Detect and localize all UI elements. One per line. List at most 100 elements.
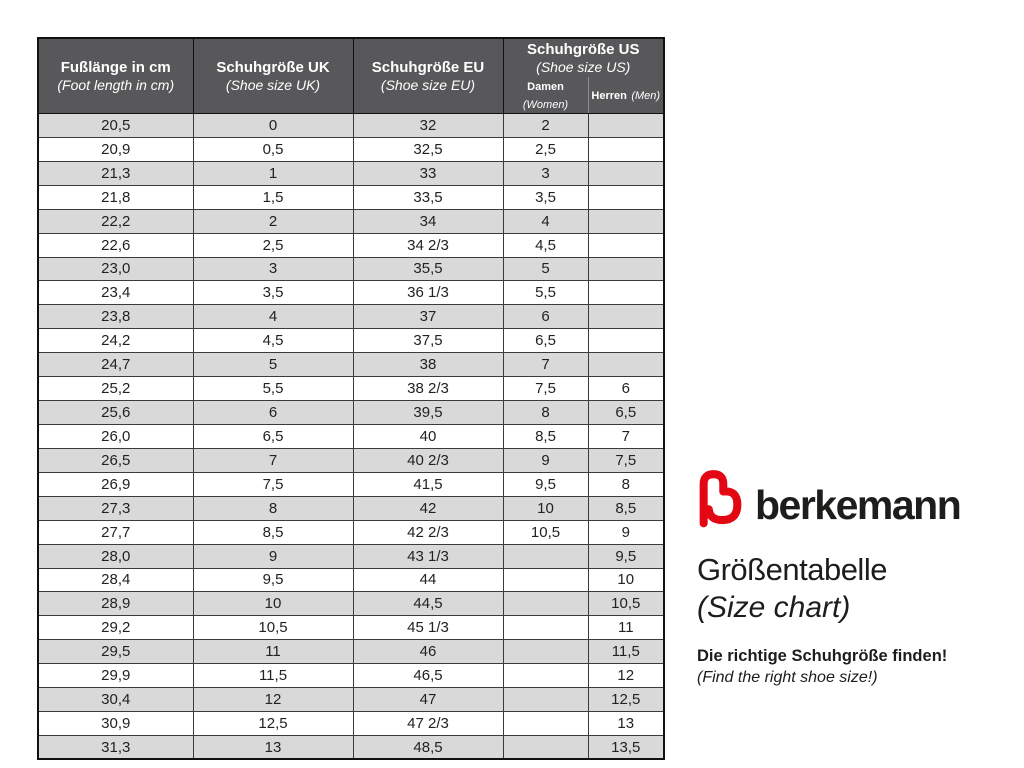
header-size-us-de: Schuhgröße US <box>527 41 640 59</box>
table-row: 22,6 2,5 34 2/3 4,5 <box>37 232 665 258</box>
cell-size-uk: 1 <box>192 160 354 186</box>
cell-size-eu: 42 <box>352 495 504 521</box>
cell-size-us-women: 7,5 <box>502 376 589 402</box>
table-row: 22,2 2 34 4 <box>37 208 665 234</box>
cell-size-eu: 32 <box>352 113 504 138</box>
size-chart-title-de: Größentabelle <box>697 552 887 587</box>
cell-foot-length: 29,9 <box>37 663 194 689</box>
cell-size-uk: 2,5 <box>192 232 354 258</box>
brand-wordmark: berkemann <box>755 482 962 528</box>
cell-size-eu: 37 <box>352 304 504 330</box>
cell-size-us-women: 4,5 <box>502 232 589 258</box>
table-row: 23,0 3 35,5 5 <box>37 256 665 282</box>
cell-size-uk: 2 <box>192 208 354 234</box>
cell-foot-length: 22,2 <box>37 208 194 234</box>
cell-size-us-men <box>587 232 665 258</box>
cell-size-uk: 5,5 <box>192 376 354 402</box>
table-row: 21,8 1,5 33,5 3,5 <box>37 184 665 210</box>
cell-size-eu: 34 <box>352 208 504 234</box>
cell-size-us-men: 9,5 <box>587 543 665 569</box>
cell-size-us-men <box>587 208 665 234</box>
cell-size-eu: 42 2/3 <box>352 519 504 545</box>
cell-size-us-women: 9,5 <box>502 471 589 497</box>
table-row: 28,9 10 44,5 10,5 <box>37 591 665 617</box>
cell-size-uk: 11,5 <box>192 663 354 689</box>
size-chart-title-en: (Size chart) <box>697 591 851 625</box>
table-row: 31,3 13 48,5 13,5 <box>37 734 665 760</box>
cell-size-us-women: 10 <box>502 495 589 521</box>
header-foot-length: Fußlänge in cm (Foot length in cm) <box>37 37 194 114</box>
header-foot-length-de: Fußlänge in cm <box>60 59 171 77</box>
cell-size-us-women <box>502 711 589 736</box>
cell-size-uk: 8,5 <box>192 519 354 545</box>
cell-size-uk: 1,5 <box>192 184 354 210</box>
cell-foot-length: 29,5 <box>37 639 194 665</box>
cell-size-us-women <box>502 567 589 593</box>
cell-size-eu: 47 <box>352 687 504 713</box>
header-foot-length-en: (Foot length in cm) <box>57 76 175 93</box>
cell-size-us-women: 3,5 <box>502 184 589 210</box>
brand-block: berkemann Größentabelle (Size chart) Die… <box>697 470 1007 687</box>
table-row: 23,8 4 37 6 <box>37 304 665 330</box>
table-row: 21,3 1 33 3 <box>37 160 665 186</box>
cell-size-us-women: 8 <box>502 400 589 425</box>
cell-size-eu: 41,5 <box>352 471 504 497</box>
cell-size-us-women <box>502 615 589 641</box>
cell-size-us-women: 2 <box>502 113 589 138</box>
cell-size-us-men: 8,5 <box>587 495 665 521</box>
cell-size-eu: 44 <box>352 567 504 593</box>
table-row: 30,4 12 47 12,5 <box>37 687 665 713</box>
table-row: 25,6 6 39,5 8 6,5 <box>37 400 665 425</box>
cell-foot-length: 21,8 <box>37 184 194 210</box>
cell-size-eu: 44,5 <box>352 591 504 617</box>
cell-size-eu: 36 1/3 <box>352 280 504 306</box>
cell-size-us-men: 10,5 <box>587 591 665 617</box>
cell-size-eu: 47 2/3 <box>352 711 504 736</box>
cell-foot-length: 21,3 <box>37 160 194 186</box>
cell-size-uk: 7,5 <box>192 471 354 497</box>
table-row: 24,2 4,5 37,5 6,5 <box>37 328 665 354</box>
cell-size-us-men <box>587 328 665 354</box>
cell-size-uk: 11 <box>192 639 354 665</box>
cell-size-us-women: 6 <box>502 304 589 330</box>
table-row: 25,2 5,5 38 2/3 7,5 6 <box>37 376 665 402</box>
cell-size-us-men: 11,5 <box>587 639 665 665</box>
table-row: 26,9 7,5 41,5 9,5 8 <box>37 471 665 497</box>
cell-foot-length: 25,2 <box>37 376 194 402</box>
cell-size-eu: 43 1/3 <box>352 543 504 569</box>
cell-size-uk: 12,5 <box>192 711 354 736</box>
table-row: 27,7 8,5 42 2/3 10,5 9 <box>37 519 665 545</box>
cell-size-us-men <box>587 184 665 210</box>
cell-size-uk: 10 <box>192 591 354 617</box>
cell-size-uk: 6 <box>192 400 354 425</box>
cell-size-us-men: 13,5 <box>587 734 665 760</box>
tagline-de: Die richtige Schuhgröße finden! <box>697 647 948 666</box>
table-row: 28,4 9,5 44 10 <box>37 567 665 593</box>
cell-foot-length: 23,8 <box>37 304 194 330</box>
cell-size-eu: 48,5 <box>352 734 504 760</box>
table-row: 23,4 3,5 36 1/3 5,5 <box>37 280 665 306</box>
header-us-women-label-en: (Women) <box>522 99 569 111</box>
table-row: 26,0 6,5 40 8,5 7 <box>37 423 665 449</box>
header-size-uk: Schuhgröße UK (Shoe size UK) <box>192 37 354 114</box>
cell-size-uk: 3,5 <box>192 280 354 306</box>
cell-size-us-men: 12 <box>587 663 665 689</box>
cell-size-us-women <box>502 687 589 713</box>
cell-size-us-men: 10 <box>587 567 665 593</box>
cell-foot-length: 29,2 <box>37 615 194 641</box>
cell-size-us-women: 6,5 <box>502 328 589 354</box>
cell-size-us-women: 8,5 <box>502 423 589 449</box>
cell-size-us-women: 5 <box>502 256 589 282</box>
cell-size-us-women <box>502 639 589 665</box>
cell-size-uk: 13 <box>192 734 354 760</box>
cell-size-uk: 3 <box>192 256 354 282</box>
table-row: 27,3 8 42 10 8,5 <box>37 495 665 521</box>
header-us-men-label: Herren <box>591 90 627 102</box>
cell-size-uk: 12 <box>192 687 354 713</box>
header-us-women-label: Damen <box>527 81 564 93</box>
brand-logo-row: berkemann <box>697 470 1007 528</box>
tagline-en: (Find the right shoe size!) <box>697 668 878 686</box>
cell-foot-length: 25,6 <box>37 400 194 425</box>
cell-foot-length: 22,6 <box>37 232 194 258</box>
cell-size-us-women: 3 <box>502 160 589 186</box>
